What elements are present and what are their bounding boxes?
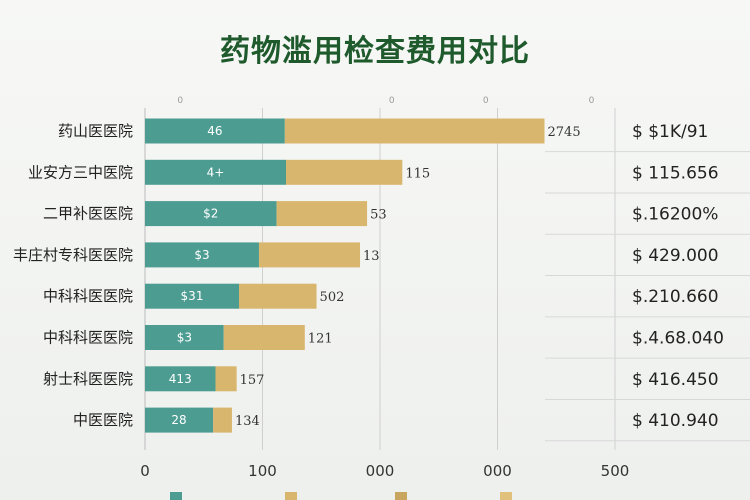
- x-axis-ticks: 0 100 000 000 500: [140, 462, 629, 480]
- bar-value-label: 502: [320, 290, 345, 305]
- bar-value-label: $3: [177, 331, 192, 345]
- chart-title: 药物滥用检查费用对比: [220, 34, 530, 69]
- bar-value-label: 121: [308, 332, 333, 347]
- category-label: 中科科医医院: [43, 329, 133, 347]
- bar-segment: [215, 366, 237, 392]
- bar-value-label: 115: [405, 166, 430, 181]
- bar-segment: [145, 366, 216, 392]
- bar-value-label: 157: [240, 373, 265, 388]
- bar-value-label: 13: [363, 249, 380, 264]
- side-value-label: $ 429.000: [632, 246, 719, 266]
- bars: 46 2745 4+ 115 $2 53 $3 13 $31 502 $3 121 413 157 28 13…: [145, 118, 581, 433]
- category-label: 丰庄村专科医医院: [13, 246, 133, 264]
- legend-swatch: [170, 492, 182, 500]
- bar-value-label: 4+: [207, 165, 225, 179]
- category-label: 中医医院: [73, 411, 133, 429]
- bar-value-label: 46: [207, 124, 222, 138]
- bar-segment: [213, 407, 232, 433]
- side-value-label: $.4.68.040: [632, 329, 724, 349]
- category-label: 药山医医院: [58, 122, 133, 140]
- bar-segment: [284, 118, 545, 144]
- top-tick-label: 0: [483, 96, 489, 106]
- side-value-label: $ $1K/91: [632, 122, 708, 142]
- bar-segment: [223, 325, 305, 350]
- bar-segment: [145, 407, 214, 433]
- side-value-label: $ 416.450: [632, 370, 719, 390]
- side-value-label: $.210.660: [632, 287, 719, 307]
- bar-value-label: 53: [370, 208, 387, 223]
- top-tick-label: 0: [589, 96, 595, 106]
- top-tick-label: 0: [389, 96, 395, 106]
- bar-segment: [286, 159, 403, 185]
- x-tick-label: 500: [601, 462, 630, 480]
- side-value-label: $ 115.656: [632, 163, 719, 183]
- bar-segment: [145, 118, 285, 144]
- bar-segment: [145, 242, 259, 268]
- legend-swatch: [395, 492, 407, 500]
- side-value-labels: $ $1K/91 $ 115.656 $.16200% $ 429.000 $.210.…: [632, 122, 724, 431]
- x-tick-label: 100: [248, 462, 277, 480]
- bar-value-label: $2: [203, 207, 218, 221]
- side-value-label: $.16200%: [632, 205, 718, 225]
- category-label: 业安方三中医院: [28, 163, 133, 181]
- legend-swatch: [500, 492, 512, 500]
- bar-segment: [145, 159, 286, 185]
- bar-segment: [276, 201, 368, 227]
- x-tick-label: 000: [366, 462, 395, 480]
- bar-value-label: $3: [194, 248, 209, 262]
- legend-swatch: [285, 492, 297, 500]
- bar-value-label: 134: [235, 414, 260, 429]
- bar-segment: [145, 283, 239, 309]
- category-label: 射士科医医院: [43, 370, 133, 388]
- category-labels: 药山医医院业安方三中医院二甲补医医院丰庄村专科医医院中科科医医院中科科医医院射士…: [13, 122, 133, 429]
- bar-value-label: 2745: [548, 125, 581, 140]
- category-label: 中科科医医院: [43, 287, 133, 305]
- bar-value-label: 413: [169, 372, 192, 386]
- bar-segment: [258, 242, 361, 268]
- grid-lines: [144, 108, 750, 450]
- bar-segment: [145, 201, 277, 227]
- bar-value-label: $31: [181, 289, 204, 303]
- bar-value-label: 28: [171, 413, 186, 427]
- legend: [170, 492, 512, 500]
- bar-segment: [239, 283, 317, 309]
- x-tick-label: 0: [140, 462, 150, 480]
- top-tick-label: 0: [177, 96, 183, 106]
- x-tick-label: 000: [483, 462, 512, 480]
- bar-segment: [145, 325, 224, 350]
- top-axis-ticks: 0 0 0 0: [177, 96, 594, 106]
- side-value-label: $ 410.940: [632, 411, 719, 431]
- category-label: 二甲补医医院: [43, 205, 133, 223]
